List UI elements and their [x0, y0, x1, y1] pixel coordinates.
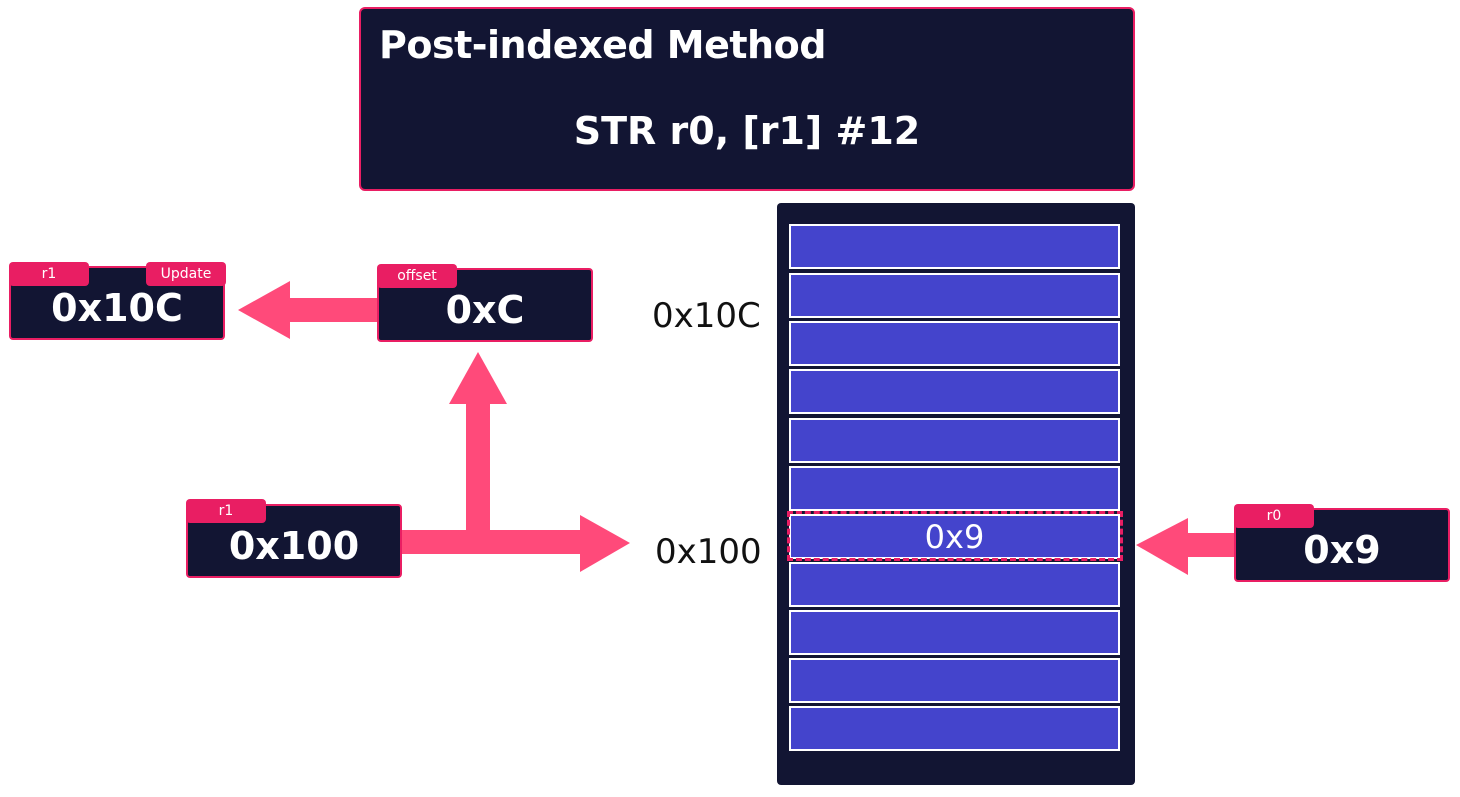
register-offset-value: 0xC [445, 288, 525, 332]
memory-cell [789, 273, 1120, 318]
memory-cell [789, 224, 1120, 269]
address-label-base: 0x100 [655, 532, 762, 572]
memory-cell [789, 658, 1120, 703]
register-r1-updated-value: 0x10C [51, 286, 183, 330]
title-box: Post-indexed Method STR r0, [r1] #12 [359, 7, 1135, 191]
register-offset: 0xC [377, 268, 593, 342]
tag-offset: offset [377, 264, 457, 288]
memory-cell-target [789, 514, 1120, 559]
memory-cell [789, 369, 1120, 414]
memory-cell [789, 610, 1120, 655]
tag-update: Update [146, 262, 226, 286]
address-label-top: 0x10C [652, 296, 761, 336]
register-r1-base-value: 0x100 [228, 524, 360, 568]
arrow-base-to-offset [449, 352, 507, 540]
arrow-offset-to-r1-update [238, 281, 380, 339]
method-heading: Post-indexed Method [379, 23, 826, 67]
arrow-base-to-memory [400, 515, 630, 572]
register-r0-value: 0x9 [1303, 528, 1381, 572]
memory-cell [789, 466, 1120, 511]
memory-cell [789, 321, 1120, 366]
tag-r1-updated: r1 [9, 262, 89, 286]
memory-cell [789, 562, 1120, 607]
tag-r1-base: r1 [186, 499, 266, 523]
tag-r0: r0 [1234, 504, 1314, 528]
target-cell-highlight [787, 511, 1123, 561]
arrow-r0-to-memory [1136, 518, 1237, 575]
memory-cell [789, 706, 1120, 751]
memory-cell [789, 418, 1120, 463]
instruction-text: STR r0, [r1] #12 [573, 109, 921, 153]
stored-value: 0x9 [924, 518, 985, 556]
register-r1-base: 0x100 [186, 504, 402, 578]
